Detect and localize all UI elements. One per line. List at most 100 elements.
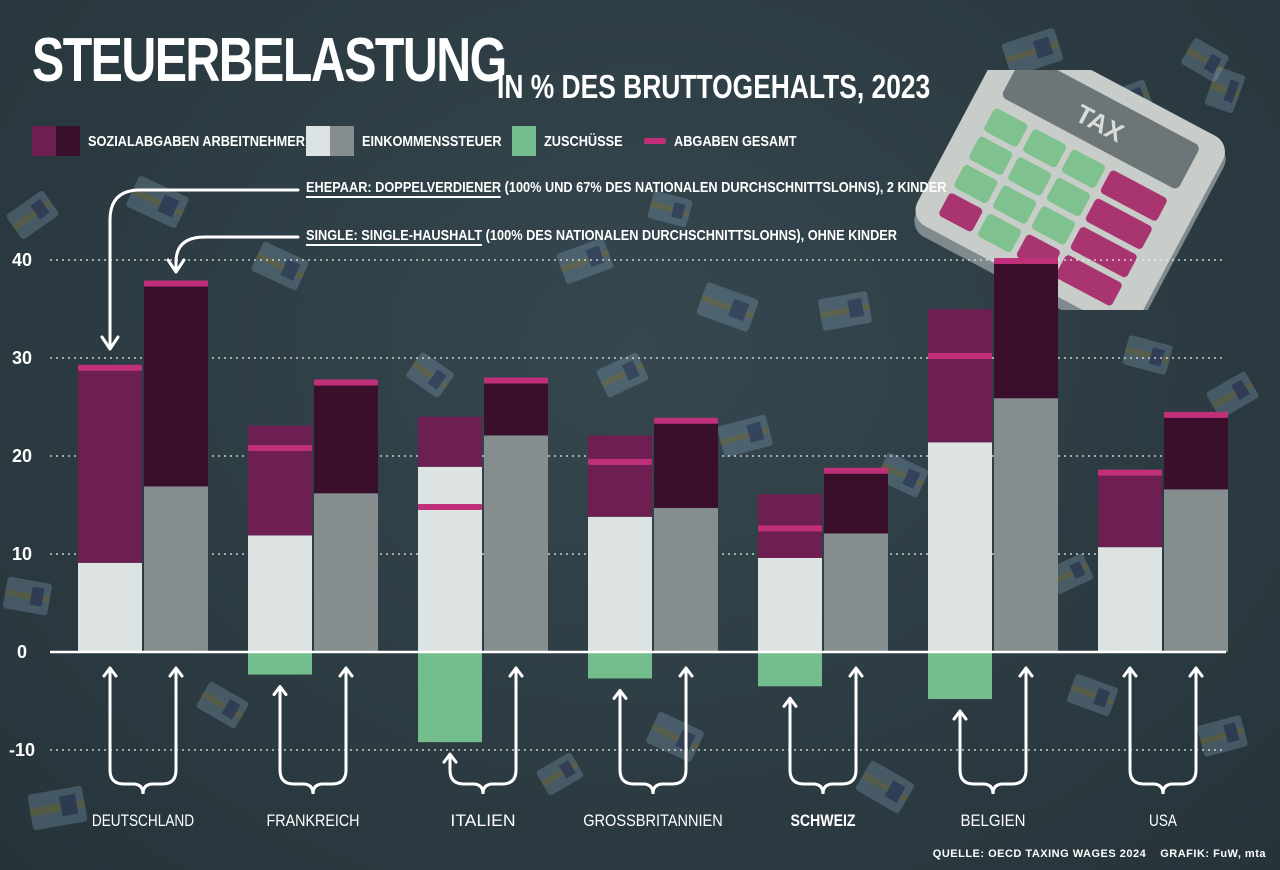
y-tick-label: 30	[12, 348, 32, 368]
legend-swatch-total-line	[644, 138, 666, 144]
category-brace	[958, 768, 1028, 795]
bar-einkommenssteuer	[314, 493, 378, 652]
note-ehepaar: EHEPAAR: DOPPELVERDIENER (100% UND 67% D…	[306, 179, 946, 198]
bar-arrow	[678, 666, 694, 772]
y-tick-label: 40	[12, 250, 32, 270]
total-marker	[418, 503, 482, 510]
chart-subtitle: IN % DES BRUTTOGEHALTS, 2023	[497, 68, 931, 105]
bar-arrow	[952, 709, 968, 772]
bar-sozialabgaben	[654, 420, 718, 508]
calculator-illustration: TAX	[914, 70, 1226, 310]
bar-einkommenssteuer	[928, 442, 992, 652]
legend-einkommenssteuer: EINKOMMENSSTEUER	[306, 126, 526, 156]
legend-swatch-zuschuesse	[512, 126, 536, 156]
total-marker	[1098, 469, 1162, 476]
total-marker	[824, 467, 888, 474]
legend-label-abgaben-gesamt: ABGABEN GESAMT	[674, 132, 797, 150]
bar-einkommenssteuer	[78, 562, 142, 652]
total-marker	[654, 417, 718, 424]
bar-zuschuesse	[588, 652, 652, 679]
note-arrow-single	[166, 235, 300, 274]
bar-einkommenssteuer	[144, 486, 208, 652]
category-label: FRANKREICH	[267, 811, 360, 830]
total-marker	[928, 353, 992, 360]
total-marker	[314, 379, 378, 386]
category-brace	[448, 768, 518, 795]
note-ehepaar-key: EHEPAAR: DOPPELVERDIENER	[306, 179, 502, 198]
y-tick-label: 10	[12, 544, 32, 564]
total-marker	[758, 525, 822, 532]
note-single-text: (100% DES NATIONALEN DURCHSCHNITTSLOHNS)…	[485, 227, 898, 244]
bar-sozialabgaben	[248, 425, 312, 536]
bar-einkommenssteuer	[1098, 547, 1162, 652]
legend-swatch-single	[306, 126, 330, 156]
total-marker	[144, 280, 208, 287]
y-tick-label: 20	[12, 446, 32, 466]
bar-sozialabgaben	[418, 416, 482, 467]
bar-einkommenssteuer	[654, 507, 718, 652]
bar-arrow	[272, 685, 288, 772]
bar-einkommenssteuer	[248, 535, 312, 652]
note-arrow-ehepaar	[100, 188, 300, 351]
total-marker	[1164, 411, 1228, 418]
y-tick-label: 0	[17, 642, 27, 662]
bar-sozialabgaben	[928, 309, 992, 443]
legend-swatch-single	[32, 126, 56, 156]
bar-arrow	[1188, 666, 1204, 772]
bar-arrow	[1018, 666, 1034, 772]
bar-sozialabgaben	[588, 435, 652, 517]
bar-sozialabgaben	[314, 382, 378, 494]
bar-arrow	[338, 666, 354, 772]
legend-swatch-ehepaar	[56, 126, 80, 156]
bar-arrow	[1122, 666, 1138, 772]
bar-sozialabgaben	[1164, 414, 1228, 490]
category-label: USA	[1149, 811, 1177, 830]
category-label: DEUTSCHLAND	[92, 811, 194, 830]
category-label: GROSSBRITANNIEN	[583, 811, 723, 830]
bar-sozialabgaben	[994, 260, 1058, 399]
bar-einkommenssteuer	[824, 533, 888, 652]
bar-arrow	[782, 696, 798, 772]
category-brace	[1128, 768, 1198, 795]
credit-text: GRAFIK: FuW, mta	[1160, 848, 1266, 860]
bar-zuschuesse	[248, 652, 312, 675]
total-marker	[484, 377, 548, 384]
bar-arrow	[168, 666, 184, 772]
bar-sozialabgaben	[78, 367, 142, 563]
bar-zuschuesse	[758, 652, 822, 687]
total-marker	[78, 364, 142, 371]
bar-einkommenssteuer	[994, 398, 1058, 652]
legend-label-einkommenssteuer: EINKOMMENSSTEUER	[362, 132, 502, 150]
total-marker	[588, 458, 652, 465]
category-label: ITALIEN	[450, 811, 515, 830]
category-brace	[788, 768, 858, 795]
legend-label-zuschuesse: ZUSCHÜSSE	[544, 132, 623, 150]
bar-einkommenssteuer	[1164, 489, 1228, 652]
legend-swatch-ehepaar	[330, 126, 354, 156]
bar-einkommenssteuer	[758, 557, 822, 652]
category-brace	[278, 768, 348, 795]
bar-arrow	[442, 752, 458, 772]
legend-zuschuesse: ZUSCHÜSSE	[512, 126, 637, 156]
bar-arrow	[848, 666, 864, 772]
bar-einkommenssteuer	[588, 516, 652, 652]
bar-sozialabgaben	[484, 380, 548, 436]
note-single: SINGLE: SINGLE-HAUSHALT (100% DES NATION…	[306, 227, 898, 246]
total-marker	[994, 257, 1058, 264]
bar-einkommenssteuer	[484, 435, 548, 652]
chart-title: STEUERBELASTUNG	[32, 26, 507, 95]
category-brace	[108, 768, 178, 795]
legend-sozialabgaben: SOZIALABGABEN ARBEITNEHMER	[32, 126, 343, 156]
bar-arrow	[612, 688, 628, 772]
legend-abgaben-gesamt: ABGABEN GESAMT	[644, 126, 818, 156]
bar-einkommenssteuer	[418, 466, 482, 652]
category-brace	[618, 768, 688, 795]
category-label: BELGIEN	[960, 811, 1025, 830]
bar-zuschuesse	[928, 652, 992, 700]
bar-arrow	[102, 666, 118, 772]
bar-sozialabgaben	[1098, 472, 1162, 548]
y-tick-label: -10	[9, 740, 35, 760]
bar-arrow	[508, 666, 524, 772]
note-single-key: SINGLE: SINGLE-HAUSHALT	[306, 227, 483, 246]
